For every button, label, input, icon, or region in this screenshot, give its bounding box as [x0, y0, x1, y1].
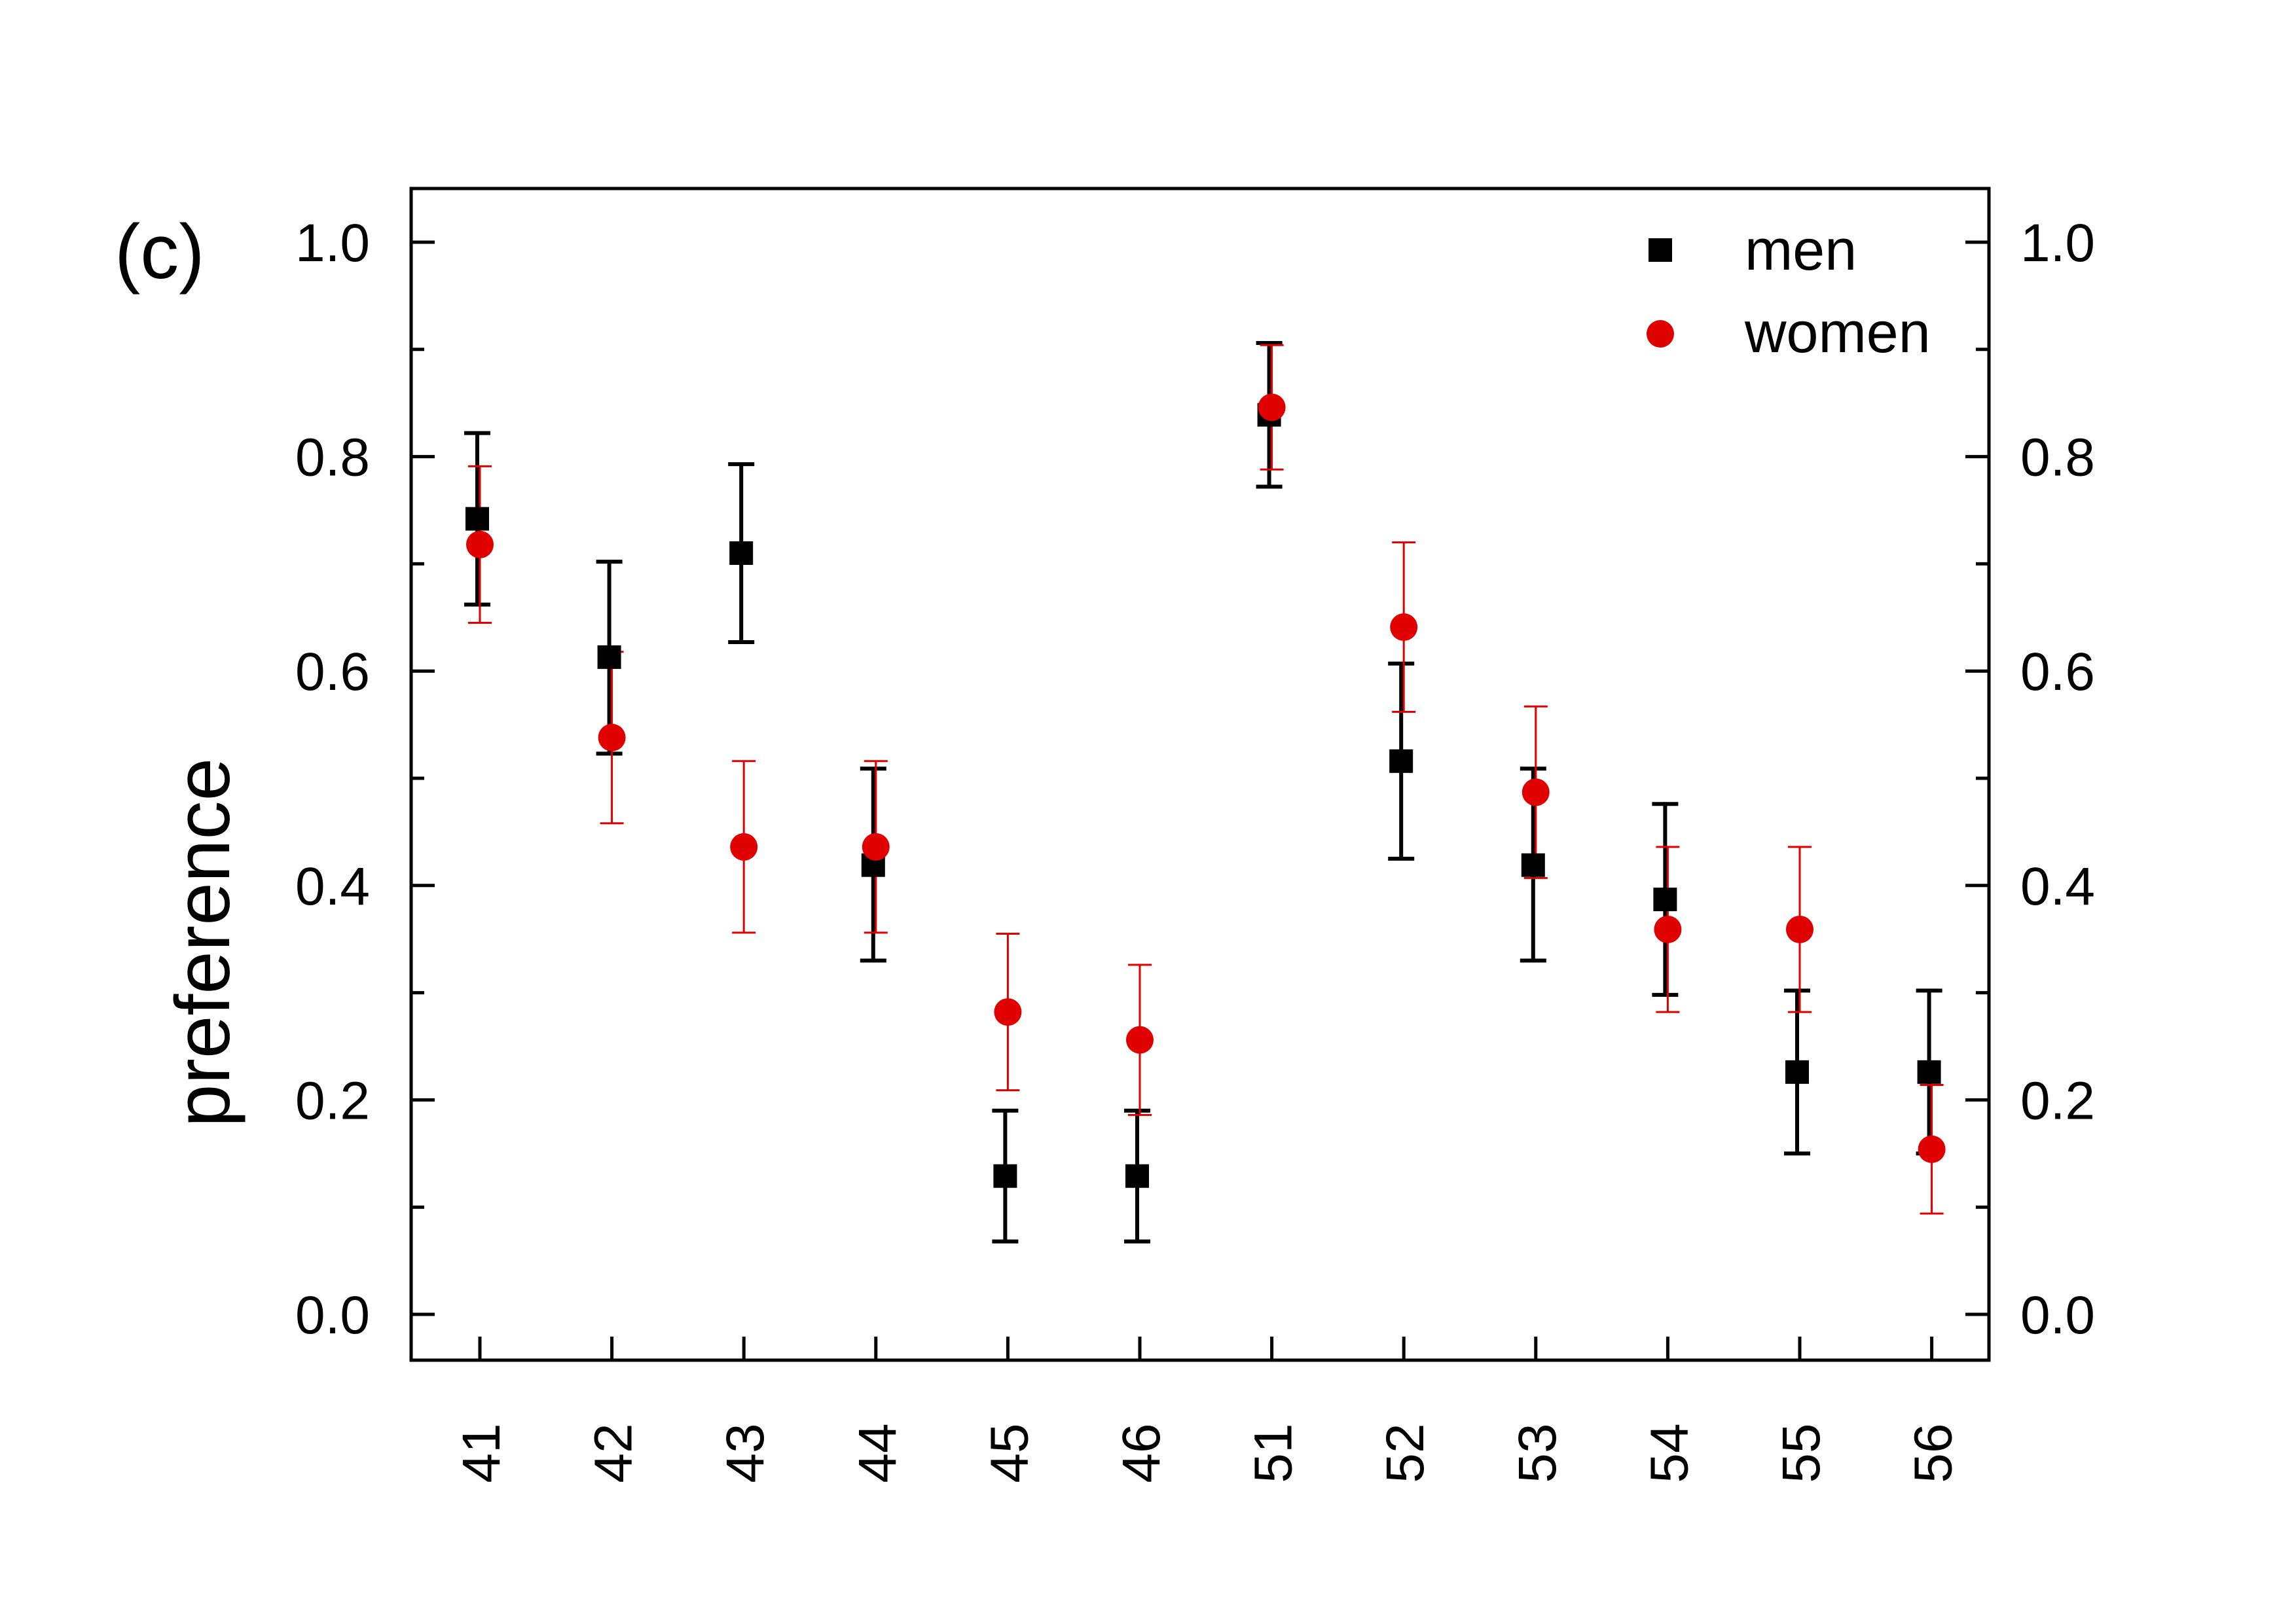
x-tick-label: 44 [848, 1423, 907, 1483]
y-tick-label-left: 1.0 [295, 213, 370, 273]
y-tick-label-right: 0.6 [2020, 642, 2095, 702]
women-data-point [598, 723, 626, 751]
women-data-point [862, 833, 890, 861]
y-tick-label-right: 0.0 [2020, 1286, 2095, 1345]
plot-frame [409, 187, 1991, 1362]
x-tick-label: 56 [1904, 1423, 1963, 1483]
women-data-point [1258, 393, 1286, 422]
legend-women-label: women [1744, 300, 1931, 365]
legend-men-label: men [1745, 217, 1857, 282]
men-data-point [1389, 749, 1413, 773]
x-tick-label: 45 [979, 1423, 1039, 1483]
women-data-point [994, 998, 1022, 1026]
y-tick-label-right: 1.0 [2020, 213, 2095, 273]
men-data-point [465, 507, 489, 531]
women-data-point [1918, 1135, 1946, 1163]
men-data-point [597, 645, 621, 669]
men-data-point [1653, 888, 1677, 912]
data-markers-layer [465, 393, 1946, 1188]
y-tick-label-right: 0.4 [2020, 857, 2095, 916]
x-tick-label: 51 [1244, 1423, 1303, 1483]
x-tick-label: 54 [1639, 1423, 1699, 1483]
y-axis-label: preference [160, 758, 246, 1127]
panel-label: (c) [115, 209, 205, 295]
y-tick-label-left: 0.8 [295, 428, 370, 488]
men-data-point [1521, 853, 1545, 877]
legend-men-marker [1649, 238, 1672, 262]
x-tick-label: 41 [452, 1423, 511, 1483]
men-data-point [1917, 1060, 1941, 1084]
men-data-point [1125, 1164, 1149, 1188]
y-tick-label-left: 0.4 [295, 857, 370, 916]
women-data-point [730, 833, 758, 861]
women-data-point [1390, 613, 1418, 641]
women-data-point [1126, 1026, 1154, 1054]
men-data-point [729, 541, 754, 566]
women-data-point [1522, 778, 1550, 806]
x-tick-label: 46 [1112, 1423, 1171, 1483]
y-tick-label-left: 0.0 [295, 1286, 370, 1345]
y-tick-label-left: 0.6 [295, 642, 370, 702]
women-data-point [466, 530, 494, 558]
y-tick-label-right: 0.8 [2020, 428, 2095, 488]
error-bars-layer [464, 340, 1944, 1244]
x-tick-label: 43 [716, 1423, 775, 1483]
x-tick-label: 52 [1376, 1423, 1435, 1483]
legend-women-marker [1647, 320, 1674, 348]
men-data-point [1785, 1060, 1809, 1084]
y-tick-label-left: 0.2 [295, 1071, 370, 1130]
x-tick-label: 42 [584, 1423, 644, 1483]
tick-labels-layer: 0.0 0.0 0.2 0.2 0.4 0.4 0.6 0.6 0.8 0.8 1.0 1.0 41 42… [295, 213, 2095, 1483]
men-data-point [993, 1164, 1017, 1188]
women-data-point [1786, 915, 1813, 943]
y-tick-label-right: 0.2 [2020, 1071, 2095, 1130]
legend: men women [1647, 217, 1931, 365]
axis-ticks-layer [411, 240, 1989, 1360]
x-tick-label: 53 [1508, 1423, 1567, 1483]
women-data-point [1654, 915, 1682, 943]
x-tick-label: 55 [1772, 1423, 1831, 1483]
